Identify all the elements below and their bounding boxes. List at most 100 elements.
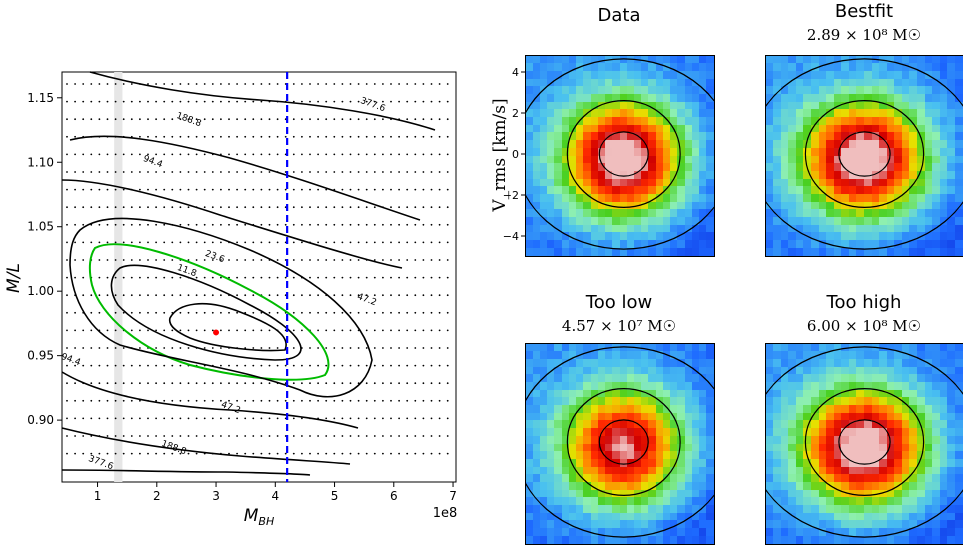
sample-grid — [66, 83, 449, 455]
grid-dot — [333, 311, 336, 314]
grid-dot — [365, 276, 368, 279]
grid-dot — [98, 100, 101, 103]
grid-dot — [390, 100, 392, 103]
grid-dot — [82, 435, 85, 437]
grid-dot — [382, 399, 384, 402]
grid-dot — [211, 311, 214, 314]
grid-dot — [357, 382, 360, 385]
grid-dot — [74, 135, 76, 138]
grid-dot — [171, 135, 174, 138]
grid-dot — [276, 347, 279, 349]
grid-dot — [171, 259, 174, 261]
grid-dot — [106, 382, 109, 385]
y-tick-label: 0.90 — [27, 413, 54, 427]
grid-dot — [203, 311, 206, 314]
grid-dot — [406, 311, 409, 314]
panel-subtitle: 6.00 × 10⁸ M☉ — [806, 317, 922, 335]
grid-dot — [82, 347, 85, 349]
grid-dot — [301, 364, 303, 367]
grid-dot — [147, 206, 149, 209]
grid-dot — [349, 153, 352, 156]
grid-dot — [309, 171, 311, 173]
grid-dot — [301, 452, 303, 455]
grid-dot — [301, 294, 303, 297]
grid-dot — [325, 417, 328, 420]
grid-dot — [203, 259, 206, 261]
grid-dot — [341, 83, 344, 85]
grid-dot — [292, 135, 295, 138]
grid-dot — [98, 259, 101, 261]
grid-dot — [114, 223, 117, 226]
grid-dot — [66, 171, 68, 173]
grid-dot — [390, 171, 392, 173]
grid-dot — [163, 171, 166, 173]
grid-dot — [284, 364, 287, 367]
grid-dot — [414, 83, 417, 85]
grid-dot — [171, 100, 174, 103]
grid-dot — [82, 329, 85, 332]
grid-dot — [382, 171, 384, 173]
grid-dot — [349, 83, 352, 85]
grid-dot — [398, 435, 400, 437]
grid-dot — [74, 399, 76, 402]
grid-dot — [317, 347, 319, 349]
grid-dot — [179, 329, 182, 332]
grid-dot — [309, 399, 311, 402]
grid-dot — [341, 329, 344, 332]
grid-dot — [163, 294, 166, 297]
grid-dot — [325, 118, 328, 121]
grid-dot — [260, 118, 263, 121]
grid-dot — [195, 153, 198, 156]
grid-dot — [122, 259, 125, 261]
velocity-map-data — [525, 55, 715, 257]
grid-dot — [236, 399, 239, 402]
grid-dot — [163, 329, 166, 332]
grid-dot — [430, 153, 433, 156]
grid-dot — [333, 83, 336, 85]
grid-dot — [195, 259, 198, 261]
grid-dot — [66, 311, 68, 314]
grid-dot — [106, 435, 109, 437]
grid-dot — [147, 417, 149, 420]
grid-dot — [139, 223, 141, 226]
grid-dot — [398, 276, 400, 279]
grid-dot — [155, 259, 158, 261]
grid-dot — [171, 83, 174, 85]
grid-dot — [406, 188, 409, 191]
y-tick-label: 1.00 — [27, 284, 54, 298]
grid-dot — [398, 135, 400, 138]
grid-dot — [122, 382, 125, 385]
grid-dot — [98, 118, 101, 121]
panel-title: Bestfit — [834, 1, 894, 22]
grid-dot — [179, 153, 182, 156]
grid-dot — [422, 118, 425, 121]
grid-dot — [244, 83, 247, 85]
grid-dot — [179, 118, 182, 121]
grid-dot — [106, 417, 109, 420]
grid-dot — [276, 259, 279, 261]
grid-dot — [292, 276, 295, 279]
grid-dot — [98, 171, 101, 173]
grid-dot — [130, 399, 133, 402]
grid-dot — [260, 153, 263, 156]
grid-dot — [195, 83, 198, 85]
grid-dot — [325, 276, 328, 279]
grid-dot — [301, 311, 303, 314]
grid-dot — [220, 206, 222, 209]
grid-dot — [155, 452, 158, 455]
grid-dot — [301, 118, 303, 121]
grid-dot — [406, 206, 409, 209]
grid-dot — [220, 435, 222, 437]
grid-dot — [122, 153, 125, 156]
grid-dot — [252, 294, 255, 297]
grid-dot — [187, 452, 190, 455]
grid-dot — [333, 435, 336, 437]
grid-dot — [373, 364, 376, 367]
grid-dot — [98, 347, 101, 349]
grid-dot — [333, 171, 336, 173]
grid-dot — [373, 223, 376, 226]
grid-dot — [130, 153, 133, 156]
grid-dot — [333, 364, 336, 367]
grid-dot — [98, 223, 101, 226]
grid-dot — [357, 311, 360, 314]
